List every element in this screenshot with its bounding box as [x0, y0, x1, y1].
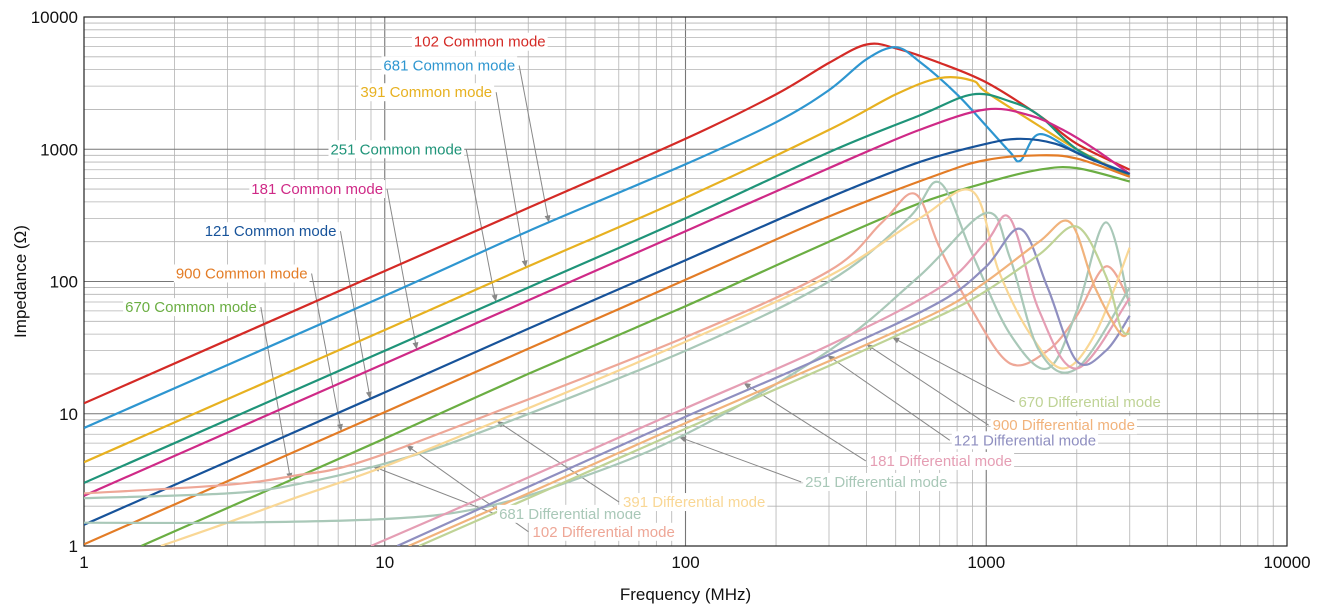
series-label-background [381, 56, 518, 75]
series-labels: 102 Common mode 681 Common mode 391 Common… [123, 32, 1163, 541]
series-line [396, 227, 1131, 546]
series-label: 900 Differential mode [993, 417, 1135, 434]
series-lines [84, 42, 1131, 546]
series-label-background [328, 140, 465, 159]
series-label-background [173, 264, 310, 283]
x-tick-label: 10000 [1263, 553, 1310, 572]
y-tick-label: 1 [69, 537, 78, 556]
leader-arrowhead [365, 391, 372, 399]
series-label: 681 Differential mode [499, 506, 641, 523]
series-label-background [202, 222, 339, 241]
series-label-background [621, 493, 768, 512]
leader-line [496, 420, 620, 503]
series-line [84, 76, 1131, 464]
leader-arrowhead [491, 294, 498, 302]
x-axis-title: Frequency (MHz) [620, 585, 751, 604]
series-line [84, 192, 1131, 495]
series-label-background [951, 431, 1099, 450]
leader-lines [260, 65, 1015, 533]
leader-arrowhead [827, 355, 835, 362]
leader-arrowhead [678, 436, 687, 443]
series-line [370, 214, 1131, 546]
series-label: 181 Differential mode [870, 453, 1012, 470]
series-line [160, 188, 1131, 546]
y-tick-label: 100 [50, 273, 78, 292]
series-label: 121 Common mode [205, 223, 337, 240]
x-tick-labels: 1 10 100 1000 10000 [79, 553, 1310, 572]
x-tick-label: 1000 [967, 553, 1005, 572]
series-label-background [358, 83, 495, 102]
series-line [418, 225, 1131, 546]
leader-arrowhead [337, 423, 343, 432]
leader-line [518, 65, 550, 223]
leader-arrowhead [743, 382, 751, 390]
leader-line [678, 436, 802, 483]
series-label-background [123, 298, 259, 317]
leader-line [743, 382, 867, 462]
leader-line [465, 149, 497, 302]
series-label: 391 Common mode [360, 84, 492, 101]
series-label-background [1016, 392, 1163, 411]
series-line [140, 166, 1130, 546]
series-label: 251 Common mode [330, 141, 462, 158]
leader-line [372, 465, 496, 515]
leader-arrowhead [406, 445, 414, 452]
plot-frame [83, 16, 1288, 547]
series-label: 102 Common mode [414, 34, 546, 51]
series-label: 181 Common mode [251, 181, 383, 198]
series-line [84, 180, 1131, 500]
leader-line [891, 336, 1015, 403]
leader-arrowhead [544, 215, 551, 223]
series-label-background [803, 472, 950, 491]
series-label-background [530, 522, 677, 541]
series-line [84, 107, 1131, 497]
y-axis-title: Impedance (Ω) [11, 225, 30, 338]
series-line [84, 92, 1131, 484]
series-label-background [411, 32, 548, 51]
series-line [84, 154, 1131, 546]
leader-line [260, 307, 292, 481]
series-label: 681 Common mode [383, 57, 515, 74]
series-label-background [867, 451, 1015, 470]
series-line [84, 46, 1131, 430]
series-line [84, 137, 1131, 526]
series-label-background [990, 416, 1137, 435]
leader-arrowhead [892, 337, 900, 344]
leader-line [866, 343, 989, 426]
series-line [84, 42, 1131, 405]
leader-line [339, 231, 371, 399]
series-label: 121 Differential mode [954, 432, 1096, 449]
y-tick-label: 10 [59, 405, 78, 424]
series-label: 251 Differential mode [805, 474, 947, 491]
leader-line [311, 273, 342, 432]
leader-line [386, 188, 418, 350]
leader-arrowhead [412, 341, 419, 350]
y-tick-label: 10000 [31, 8, 78, 27]
x-tick-label: 1 [79, 553, 88, 572]
series-label: 391 Differential mode [623, 494, 765, 511]
series-label: 102 Differential mode [533, 524, 675, 541]
series-line [408, 219, 1131, 546]
leader-arrowhead [521, 260, 528, 268]
y-tick-labels: 1 10 100 1000 10000 [31, 8, 78, 556]
leader-line [495, 92, 527, 268]
leader-line [827, 354, 951, 441]
series-label-background [249, 180, 386, 199]
y-tick-label: 1000 [40, 140, 78, 159]
x-tick-label: 100 [671, 553, 699, 572]
x-tick-label: 10 [375, 553, 394, 572]
series-label-background [497, 504, 644, 523]
series-label: 900 Common mode [176, 265, 308, 282]
series-label: 670 Common mode [125, 299, 257, 316]
series-label: 670 Differential mode [1018, 394, 1160, 411]
